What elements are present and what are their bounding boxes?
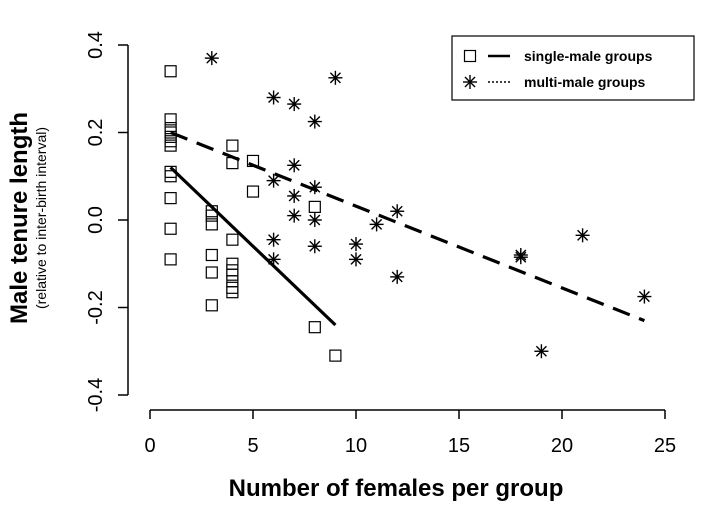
multi-male-point xyxy=(390,269,405,284)
single-male-point xyxy=(164,65,177,78)
multi-male-point xyxy=(534,344,549,359)
single-male-point xyxy=(205,209,218,222)
single-male-point xyxy=(226,286,239,299)
single-male-point xyxy=(205,299,218,312)
legend: single-male groups multi-male groups xyxy=(451,35,695,101)
multi-male-point xyxy=(328,70,343,85)
multi-male-point xyxy=(204,51,219,66)
y-tick-label: -0.2 xyxy=(85,290,107,324)
multi-male-point xyxy=(575,228,590,243)
x-tick-label: 20 xyxy=(551,435,573,457)
single-male-point xyxy=(205,266,218,279)
single-male-point xyxy=(164,139,177,152)
single-male-point xyxy=(164,113,177,126)
multi-male-point xyxy=(307,239,322,254)
multi-male-point xyxy=(287,208,302,223)
data-points xyxy=(164,51,652,362)
multi-male-point xyxy=(266,232,281,247)
single-male-point xyxy=(226,268,239,281)
x-tick-label: 0 xyxy=(144,435,155,457)
single-male-fit-line xyxy=(169,166,337,327)
single-male-point xyxy=(226,264,239,277)
multi-male-point xyxy=(287,97,302,112)
x-tick-label: 25 xyxy=(654,435,676,457)
y-tick-label: 0.0 xyxy=(85,206,107,234)
multi-male-point xyxy=(349,237,363,252)
single-male-point xyxy=(205,248,218,262)
x-tick-label: 15 xyxy=(448,435,470,457)
multi-male-point xyxy=(307,114,322,129)
single-male-point xyxy=(226,281,239,294)
y-axis-sublabel: (relative to inter-birth interval) xyxy=(33,127,49,309)
single-male-point xyxy=(226,257,239,270)
single-male-point xyxy=(308,200,321,213)
single-male-point xyxy=(329,349,342,362)
single-male-point xyxy=(164,170,177,183)
multi-male-point xyxy=(287,158,302,173)
multi-male-point xyxy=(390,204,405,219)
single-male-point xyxy=(246,154,260,168)
single-male-point xyxy=(308,321,321,334)
single-male-point xyxy=(164,192,177,205)
multi-male-point xyxy=(637,289,652,304)
y-tick-label: 0.2 xyxy=(85,119,107,147)
x-axis-label: Number of females per group xyxy=(229,475,564,502)
legend-square-marker xyxy=(463,49,477,63)
multi-male-point xyxy=(307,180,322,195)
multi-male-point xyxy=(349,252,363,267)
fit-lines xyxy=(169,131,645,327)
single-male-point xyxy=(164,135,177,148)
multi-male-point xyxy=(266,90,281,105)
legend-entry: single-male groups xyxy=(524,48,653,64)
single-male-point xyxy=(205,218,218,231)
single-male-point xyxy=(226,139,239,152)
single-male-point xyxy=(164,253,177,266)
axes: 0 5 10 15 20 25 -0.4 -0.2 0.0 0.2 0.4 xyxy=(85,31,676,457)
legend-asterisk-marker xyxy=(463,75,477,89)
legend-entry: multi-male groups xyxy=(524,74,646,90)
y-tick-label: 0.4 xyxy=(85,31,107,59)
multi-male-fit-line xyxy=(170,131,645,323)
x-tick-label: 10 xyxy=(345,435,367,457)
single-male-point xyxy=(226,157,239,170)
multi-male-point xyxy=(369,217,384,232)
y-axis-label: Male tenure length xyxy=(6,112,33,324)
multi-male-point xyxy=(307,213,322,227)
legend-box xyxy=(451,35,695,101)
multi-male-point xyxy=(287,188,302,203)
multi-male-point xyxy=(513,250,528,265)
multi-male-point xyxy=(266,252,281,267)
x-tick-label: 5 xyxy=(247,435,258,457)
single-male-point xyxy=(226,275,239,288)
single-male-point xyxy=(246,185,260,198)
single-male-point xyxy=(226,233,239,246)
multi-male-point xyxy=(266,173,281,188)
y-tick-label: -0.4 xyxy=(85,378,107,412)
single-male-point xyxy=(164,222,177,235)
